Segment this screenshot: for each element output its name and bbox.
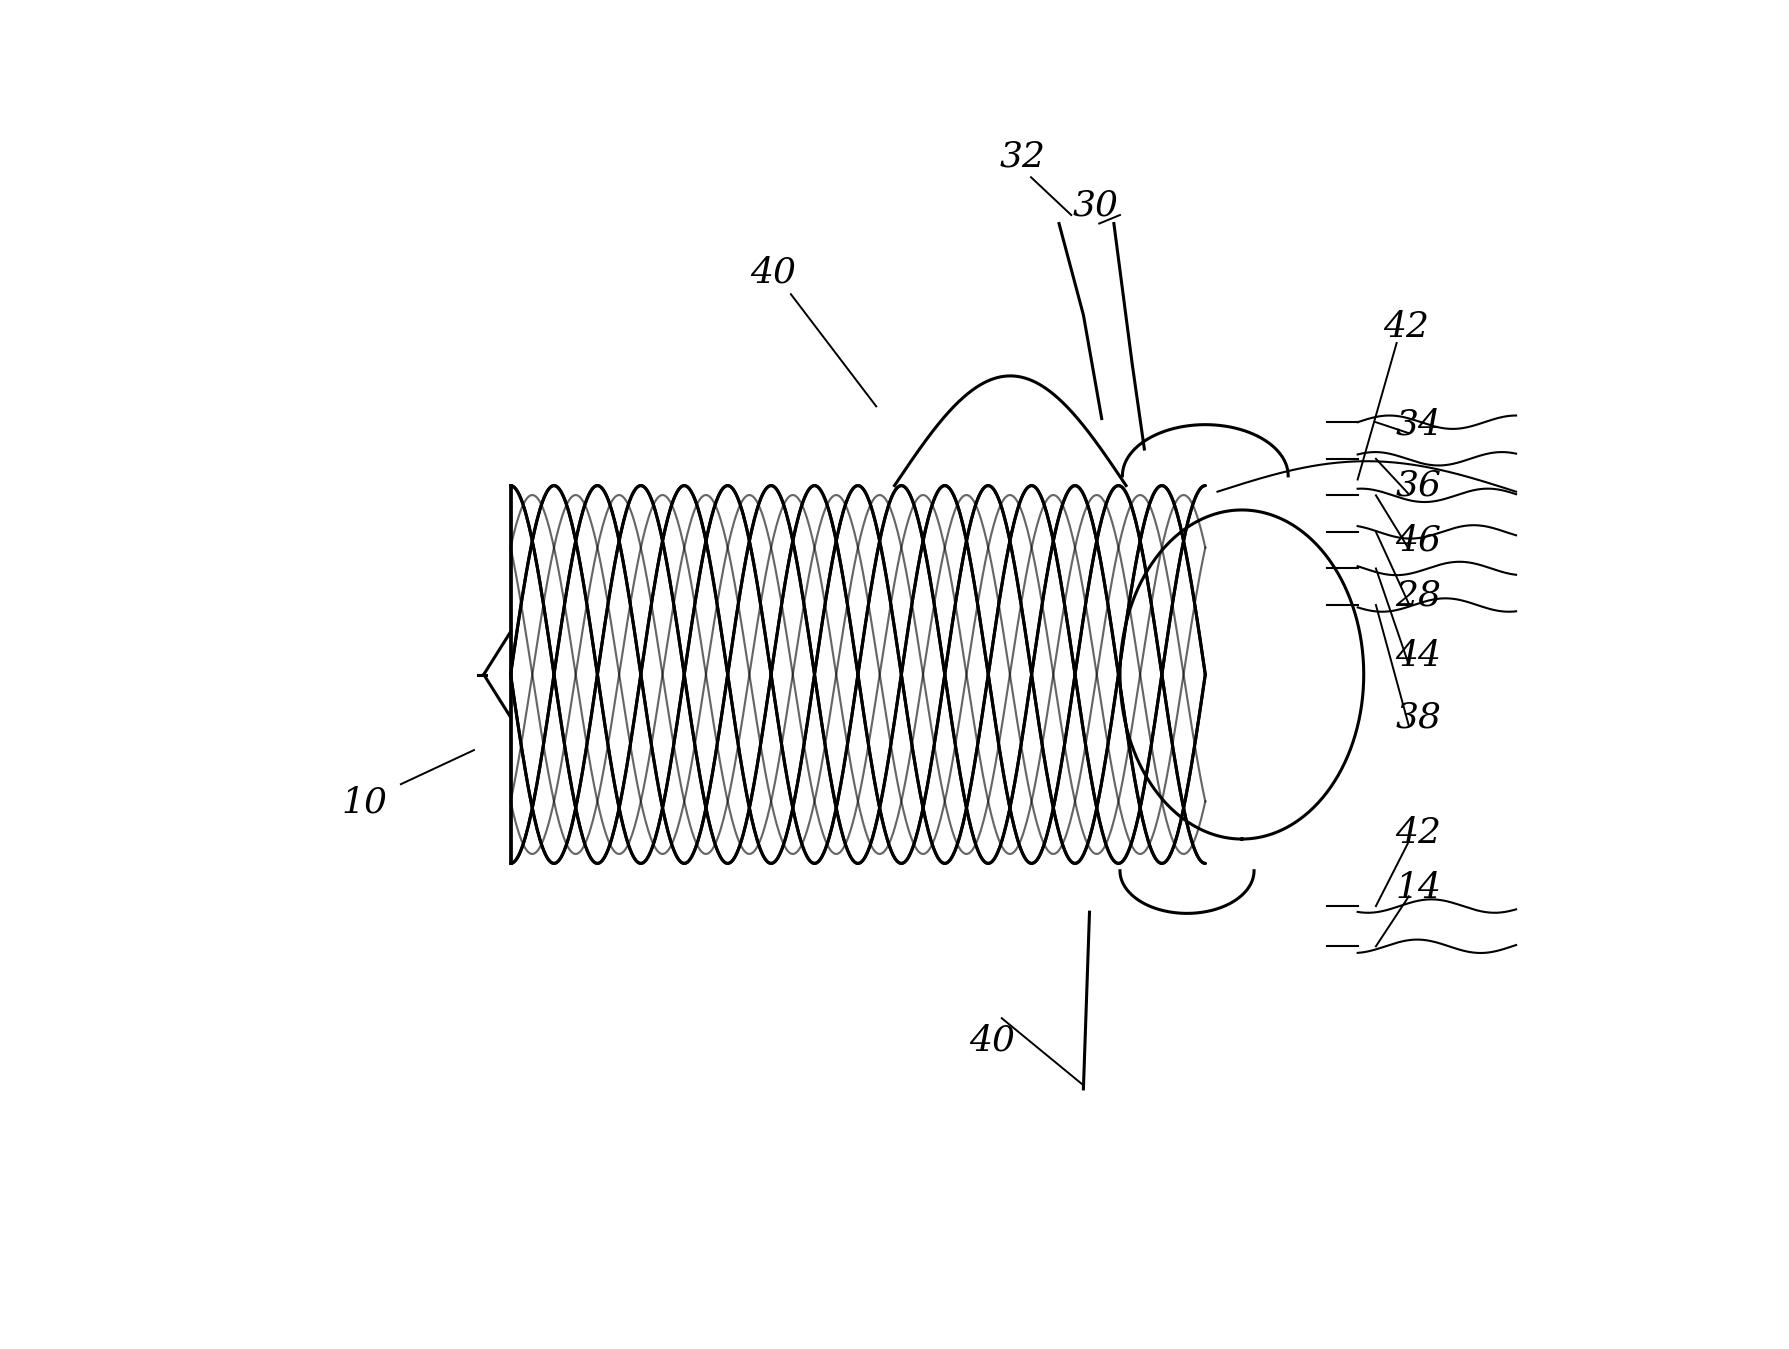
Text: 36: 36 xyxy=(1395,468,1442,503)
Text: 40: 40 xyxy=(750,255,796,289)
Text: 32: 32 xyxy=(1000,139,1045,174)
Text: 44: 44 xyxy=(1395,639,1442,673)
Text: 40: 40 xyxy=(970,1023,1014,1058)
Text: 30: 30 xyxy=(1073,189,1118,223)
Text: 38: 38 xyxy=(1395,700,1442,734)
Text: 42: 42 xyxy=(1383,310,1429,344)
Text: 34: 34 xyxy=(1395,407,1442,441)
Text: 10: 10 xyxy=(342,785,388,819)
Text: 46: 46 xyxy=(1395,523,1442,557)
Text: 42: 42 xyxy=(1395,816,1442,850)
Text: 28: 28 xyxy=(1395,579,1442,612)
Text: 14: 14 xyxy=(1395,871,1442,905)
